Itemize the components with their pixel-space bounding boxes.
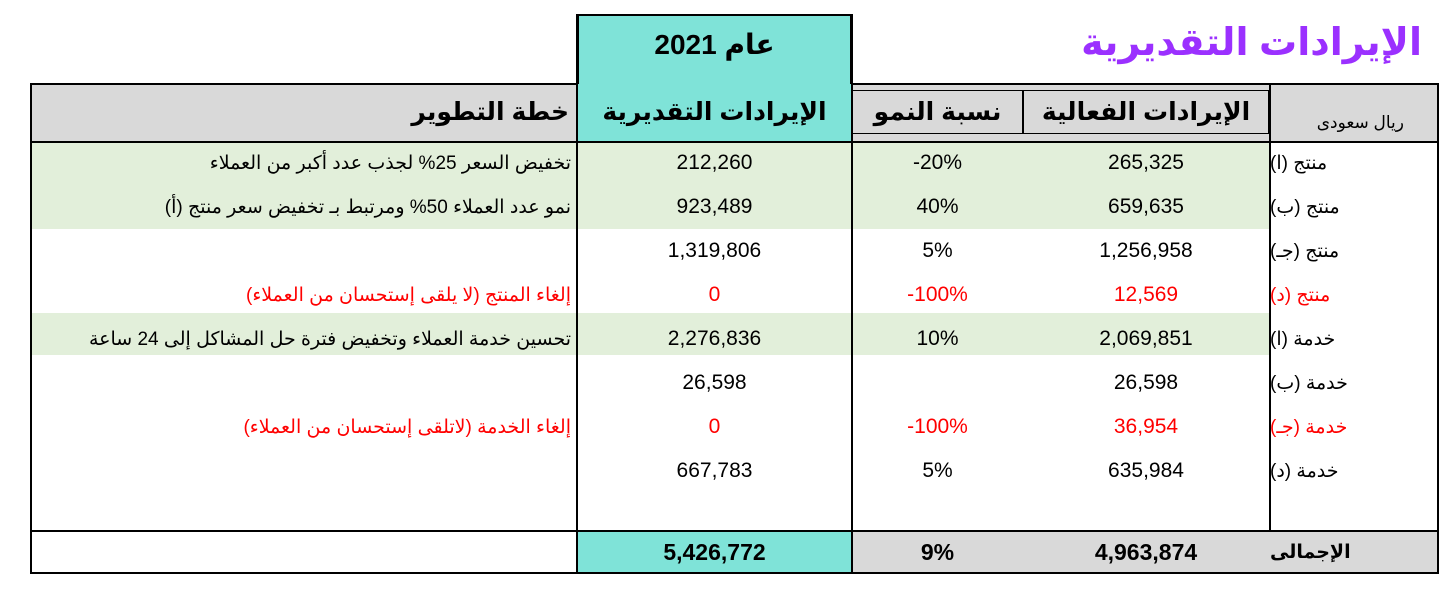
grid-line-label	[1269, 83, 1271, 531]
row-plan	[31, 363, 577, 403]
header-plan: خطة التطوير	[411, 98, 569, 126]
page-title: الإيرادات التقديرية	[1081, 22, 1422, 64]
row-actual: 265,325	[1108, 151, 1184, 174]
row-estimated: 26,598	[682, 371, 747, 394]
grid-line-right	[1437, 83, 1439, 574]
row-label: خدمة (ب)	[1270, 372, 1348, 394]
row-growth	[852, 363, 1023, 403]
row-estimated: 2,276,836	[667, 327, 762, 350]
row-plan	[31, 451, 577, 491]
row-actual: 26,598	[1113, 371, 1179, 394]
grid-line-bottom	[30, 572, 1439, 574]
row-actual: 635,984	[1108, 459, 1184, 482]
grid-line-header-bottom	[30, 141, 1439, 143]
row-estimated: 0	[708, 415, 721, 438]
row-growth: -20%	[912, 151, 963, 174]
row-plan: إلغاء الخدمة (لاتلقى إستحسان من العملاء)	[243, 416, 571, 438]
row-plan: إلغاء المنتج (لا يلقى إستحسان من العملاء…	[246, 284, 571, 306]
row-actual: 1,256,958	[1099, 239, 1193, 262]
row-label: خدمة (ا)	[1270, 328, 1336, 350]
grid-line-plan	[576, 14, 578, 574]
row-plan: نمو عدد العملاء 50% ومرتبط بـ تخفيض سعر …	[164, 196, 571, 218]
row-estimated: 667,783	[676, 459, 753, 482]
row-growth: -100%	[907, 415, 968, 438]
grid-line-estimated	[851, 14, 853, 574]
total-plan-blank	[31, 531, 577, 573]
grid-line-left	[30, 83, 32, 574]
total-growth: 9%	[920, 538, 955, 565]
row-label: منتج (ا)	[1270, 152, 1328, 174]
unit-label: ريال سعودى	[1316, 113, 1404, 132]
row-label: منتج (د)	[1270, 284, 1331, 306]
total-estimated: 5,426,772	[663, 538, 766, 565]
row-label: خدمة (د)	[1270, 460, 1339, 482]
header-actual: الإيرادات الفعالية	[1023, 90, 1269, 134]
row-actual: 659,635	[1108, 195, 1184, 218]
row-estimated: 1,319,806	[667, 239, 762, 262]
row-label: منتج (ب)	[1270, 196, 1340, 218]
row-estimated: 923,489	[676, 195, 753, 218]
total-estimated-fill	[577, 531, 852, 573]
header-growth: نسبة النمو	[852, 90, 1023, 134]
grid-line-total-top	[30, 530, 1439, 532]
highlight-band-products	[31, 141, 1270, 229]
year-label: عام 2021	[654, 29, 775, 60]
row-label: خدمة (جـ)	[1270, 416, 1348, 438]
row-growth: 40%	[916, 195, 959, 218]
row-actual: 2,069,851	[1099, 327, 1193, 350]
row-growth: -100%	[907, 283, 968, 306]
row-label: منتج (جـ)	[1270, 240, 1340, 262]
highlight-band-service-a	[31, 313, 1270, 355]
row-plan: تخفيض السعر 25% لجذب عدد أكبر من العملاء	[209, 152, 571, 174]
row-plan	[31, 231, 577, 271]
total-label: الإجمالى	[1270, 541, 1351, 563]
row-growth: 5%	[922, 459, 953, 482]
row-growth: 5%	[922, 239, 953, 262]
row-actual: 36,954	[1113, 415, 1179, 438]
header-estimated-fill	[577, 83, 852, 141]
header-estimated: الإيرادات التقديرية	[602, 98, 827, 126]
row-plan: تحسين خدمة العملاء وتخفيض فترة حل المشاك…	[88, 328, 571, 350]
row-growth: 10%	[916, 327, 959, 350]
row-actual: 12,569	[1113, 283, 1179, 306]
row-estimated: 212,260	[676, 151, 753, 174]
total-actual: 4,963,874	[1094, 538, 1198, 565]
year-box	[577, 14, 852, 84]
row-estimated: 0	[708, 283, 721, 306]
